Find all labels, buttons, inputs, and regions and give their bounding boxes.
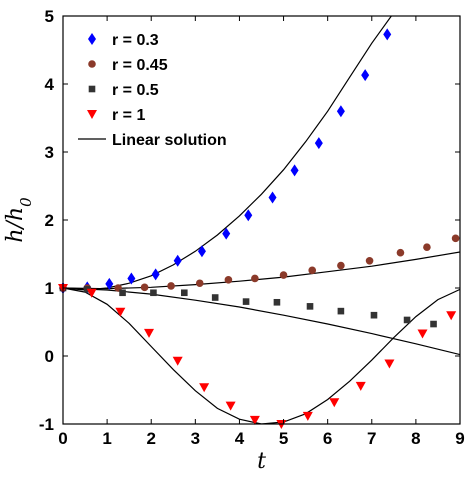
x-tick-label: 9	[455, 429, 464, 448]
x-axis: 0 1 2 3 4 5 6 7 8 9	[58, 16, 465, 448]
data-point	[115, 307, 126, 317]
linear-solution-curve	[63, 287, 460, 424]
y-axis-label-subscript: 0	[17, 197, 35, 207]
x-tick-label: 4	[235, 429, 245, 448]
legend-marker	[87, 110, 97, 119]
data-point	[195, 279, 204, 288]
data-point	[181, 289, 188, 297]
y-tick-label: 1	[45, 279, 54, 298]
legend-label: r = 0.45	[112, 57, 168, 74]
legend-marker	[88, 60, 96, 68]
x-tick-label: 2	[146, 429, 155, 448]
data-point	[144, 328, 155, 338]
legend-label: Linear solution	[112, 132, 227, 149]
data-point	[268, 191, 277, 204]
data-point	[140, 283, 149, 292]
linear-solution-curve	[63, 251, 460, 290]
data-point	[355, 381, 366, 391]
legend-label: r = 0.5	[112, 82, 159, 99]
y-tick-label: -1	[39, 415, 54, 434]
data-point	[224, 276, 233, 284]
data-point	[336, 105, 345, 118]
legend-label: r = 0.3	[112, 32, 159, 49]
data-point	[337, 261, 345, 270]
data-point	[127, 272, 136, 285]
linear-solution-curve	[63, 287, 460, 356]
data-point	[279, 271, 288, 279]
x-tick-label: 1	[102, 429, 111, 448]
y-tick-label: 2	[45, 211, 54, 230]
data-point	[370, 311, 378, 319]
data-point	[197, 245, 206, 258]
x-tick-label: 3	[191, 429, 200, 448]
legend: r = 0.3 r = 0.45 r = 0.5 r = 1 Linear soluti…	[78, 32, 227, 149]
data-point	[337, 307, 345, 315]
data-point	[308, 266, 317, 275]
linear-solution-curves	[63, 16, 460, 424]
x-tick-label: 7	[367, 429, 376, 448]
data-point	[423, 243, 431, 251]
data-point	[365, 257, 374, 265]
data-point	[329, 398, 340, 408]
data-point	[225, 401, 236, 411]
x-tick-label: 6	[323, 429, 332, 448]
y-tick-label: 5	[45, 7, 54, 26]
data-point	[251, 274, 259, 283]
data-point	[211, 294, 219, 301]
x-tick-label: 0	[58, 429, 67, 448]
data-markers	[58, 28, 460, 429]
data-point	[105, 277, 114, 290]
data-point	[119, 289, 126, 297]
data-point	[384, 359, 395, 369]
y-tick-label: 3	[45, 143, 54, 162]
linear-solution-curve	[63, 16, 393, 291]
data-point	[446, 311, 457, 321]
y-axis: -1 0 1 2 3 4 5	[39, 7, 460, 434]
data-point	[403, 316, 411, 324]
data-point	[249, 415, 260, 425]
y-tick-label: 0	[45, 347, 54, 366]
data-point	[199, 383, 210, 393]
data-point	[314, 137, 323, 150]
x-tick-label: 5	[279, 429, 288, 448]
x-tick-label: 8	[411, 429, 420, 448]
legend-marker	[88, 33, 96, 45]
data-point	[150, 289, 157, 297]
data-point	[222, 227, 231, 240]
data-point	[173, 254, 182, 267]
data-point	[383, 28, 392, 41]
data-point	[167, 282, 175, 290]
x-axis-label: t	[257, 449, 266, 474]
data-point	[361, 69, 370, 82]
data-point	[451, 234, 460, 243]
legend-label: r = 1	[112, 107, 145, 124]
data-point	[151, 268, 160, 281]
data-point	[302, 411, 313, 421]
data-point	[417, 329, 428, 339]
data-point	[290, 164, 299, 177]
data-point	[430, 320, 437, 328]
data-point	[242, 298, 250, 305]
data-point	[172, 356, 183, 366]
data-point	[244, 209, 253, 222]
legend-marker	[88, 85, 96, 93]
data-point	[306, 303, 314, 310]
y-tick-label: 4	[45, 75, 55, 94]
data-point	[396, 248, 405, 257]
data-point	[273, 298, 281, 306]
data-point	[86, 288, 97, 298]
